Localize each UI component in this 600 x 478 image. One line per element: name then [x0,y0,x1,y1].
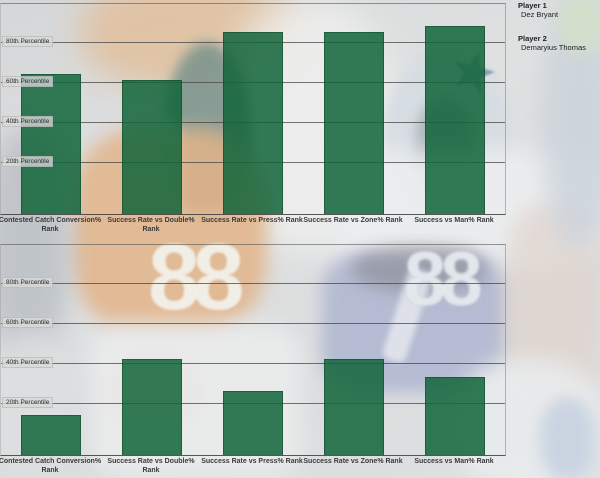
blue-pants-stripe [540,398,595,478]
player1-bar-4 [324,32,384,214]
player1-name: Dez Bryant [521,10,559,20]
player1-bar-5 [425,26,485,214]
player2-category-4: Success Rate vs Zone% Rank [303,458,403,465]
ytick-label-60th-percentile: 60th Percentile [2,317,54,328]
player2-category-1: Contested Catch Conversion% Rank [0,458,102,475]
right-jersey-number: 88 [404,237,483,322]
chart-legend: Player 1 Dez Bryant Player 2 Demaryius T… [518,1,586,53]
ytick-label-40th-percentile: 40th Percentile [2,357,54,368]
player2-bar-1 [21,415,81,455]
player1-label: Player 1 [518,1,547,10]
player1-category-1: Contested Catch Conversion% Rank [0,217,102,234]
player2-bar-4 [324,359,384,455]
player1-category-2: Success Rate vs Double% Rank [107,217,195,234]
player1-category-5: Success vs Man% Rank [414,217,494,224]
player1-category-labels: Contested Catch Conversion% Rank Success … [0,216,504,244]
player1-bar-1 [21,74,81,214]
ytick-label-20th-percentile: 20th Percentile [2,397,54,408]
ytick-label-40th-percentile: 40th Percentile [2,116,54,127]
player1-bar-2 [122,80,182,214]
gridline-40th [1,363,505,364]
player2-name: Demaryius Thomas [521,43,586,53]
player2-bar-5 [425,377,485,455]
player1-category-4: Success Rate vs Zone% Rank [303,217,403,224]
player2-category-5: Success vs Man% Rank [414,458,494,465]
gridline-60th [1,323,505,324]
player1-bar-3 [223,32,283,214]
player1-category-3: Success Rate vs Press% Rank [201,217,303,224]
top-right-field-blur [558,0,600,54]
player2-bar-2 [122,359,182,455]
gridline-80th [1,283,505,284]
left-jersey-number: 88 [148,224,245,329]
player2-category-3: Success Rate vs Press% Rank [201,458,303,465]
player1-plot: 20th Percentile 40th Percentile 60th Perce… [0,3,506,215]
ytick-label-20th-percentile: 20th Percentile [2,156,54,167]
player2-category-2: Success Rate vs Double% Rank [107,458,195,475]
player2-label: Player 2 [518,33,547,43]
ytick-label-60th-percentile: 60th Percentile [2,76,54,87]
ytick-label-80th-percentile: 80th Percentile [2,277,54,288]
legend-entry-player1: Player 1 Dez Bryant [518,1,586,20]
player2-plot: 20th Percentile 40th Percentile 60th Perce… [0,244,506,456]
player2-bar-3 [223,391,283,455]
player2-category-labels: Contested Catch Conversion% Rank Success … [0,457,504,478]
legend-entry-player2: Player 2 Demaryius Thomas [518,34,586,53]
ytick-label-80th-percentile: 80th Percentile [2,36,54,47]
